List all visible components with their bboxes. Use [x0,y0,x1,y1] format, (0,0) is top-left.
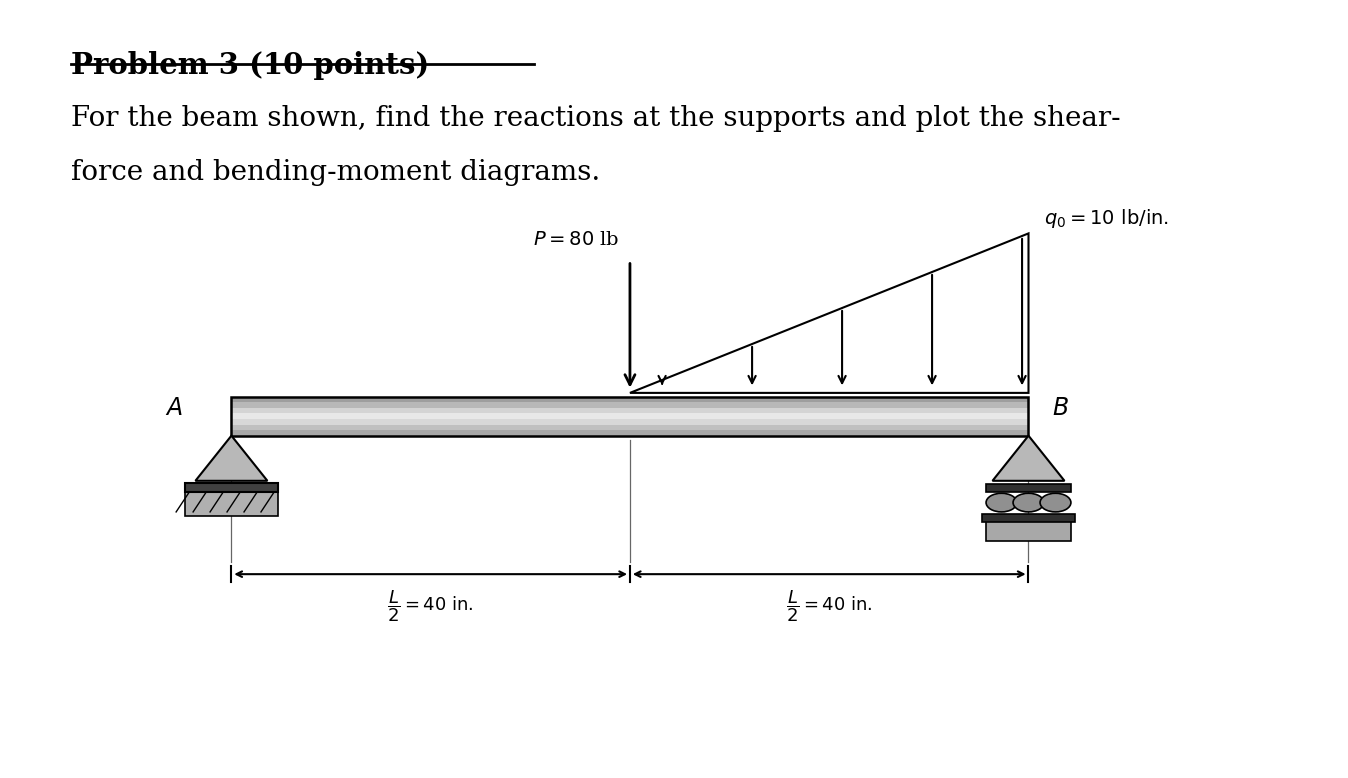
Circle shape [1014,493,1043,512]
Circle shape [1041,493,1070,512]
Bar [232,425,1029,430]
Text: $A$: $A$ [164,397,182,420]
Bar [232,419,1029,425]
Bar [983,514,1074,522]
Bar [987,520,1070,541]
Bar [232,430,1029,436]
Text: $q_0 = 10\ \mathrm{lb/in.}$: $q_0 = 10\ \mathrm{lb/in.}$ [1043,206,1169,230]
Text: $P = 80$ lb: $P = 80$ lb [534,231,620,249]
Text: For the beam shown, find the reactions at the supports and plot the shear-: For the beam shown, find the reactions a… [70,105,1120,132]
Bar [185,491,278,516]
Polygon shape [195,436,267,481]
Text: $B$: $B$ [1051,397,1069,420]
Bar [232,397,1029,402]
Text: $\dfrac{L}{2} = 40\ \mathrm{in.}$: $\dfrac{L}{2} = 40\ \mathrm{in.}$ [786,588,872,624]
Text: Problem 3 (10 points): Problem 3 (10 points) [70,51,429,79]
Polygon shape [992,436,1065,481]
Bar [185,483,278,492]
Bar [232,408,1029,413]
Circle shape [987,493,1016,512]
Bar [232,402,1029,408]
Text: force and bending-moment diagrams.: force and bending-moment diagrams. [70,159,600,187]
Bar [232,413,1029,419]
Text: $\dfrac{L}{2} = 40\ \mathrm{in.}$: $\dfrac{L}{2} = 40\ \mathrm{in.}$ [387,588,474,624]
Bar [987,484,1070,492]
